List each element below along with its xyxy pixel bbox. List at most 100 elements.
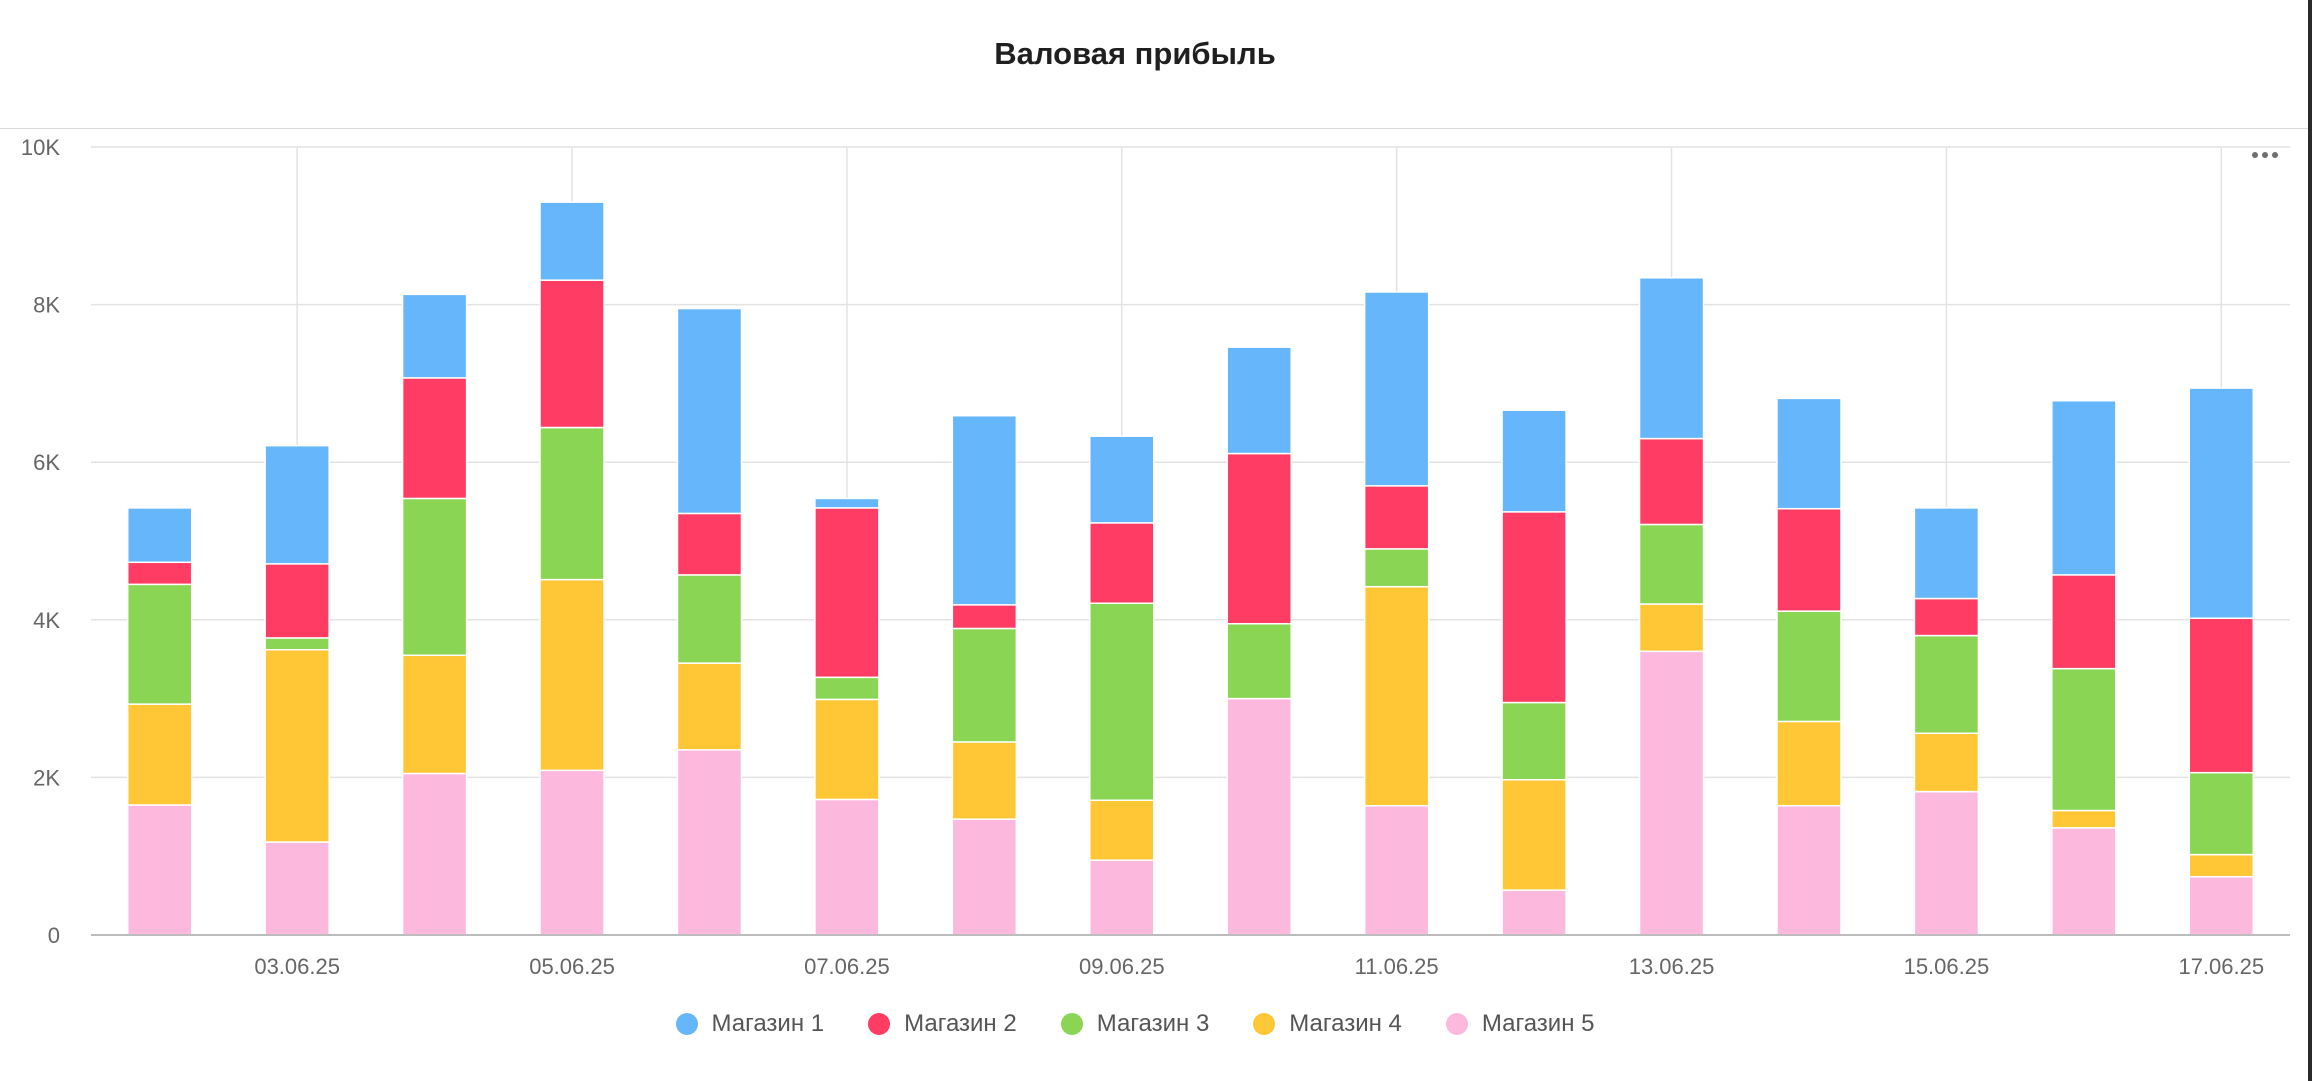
- x-tick-label: 15.06.25: [1904, 954, 1990, 979]
- menu-dot: [2272, 152, 2278, 158]
- bar-segment: [1776, 397, 1842, 510]
- bar-segment: [2051, 574, 2117, 670]
- bar-segment: [539, 201, 605, 281]
- bar-segment: [676, 662, 743, 751]
- bar-segment: [1226, 697, 1292, 936]
- y-tick-label: 8K: [33, 293, 60, 318]
- bar-segment: [814, 798, 880, 936]
- legend-item-store-3[interactable]: Магазин 3: [1060, 1010, 1210, 1038]
- bar-segment: [264, 841, 330, 936]
- bar-segment: [126, 583, 193, 705]
- bar-segment: [1363, 291, 1430, 487]
- legend-item-store-2[interactable]: Магазин 2: [868, 1010, 1017, 1038]
- y-tick-label: 10K: [21, 135, 60, 160]
- bar-segment: [539, 426, 605, 581]
- more-menu-icon[interactable]: [2244, 140, 2286, 170]
- bar-segment: [1913, 507, 1980, 600]
- bar-segment: [2051, 399, 2117, 576]
- legend-swatch: [868, 1013, 891, 1035]
- y-tick-label: 6K: [33, 450, 60, 475]
- bar-segment: [401, 377, 468, 500]
- legend-swatch: [675, 1013, 698, 1035]
- bar-segment: [539, 279, 605, 429]
- bar-segment: [1776, 610, 1842, 723]
- bar-segment: [401, 293, 468, 379]
- bar-segment: [1501, 409, 1567, 513]
- x-tick-label: 17.06.25: [2178, 954, 2264, 979]
- x-tick-label: 05.06.25: [529, 954, 615, 979]
- bar-segment: [401, 772, 468, 936]
- bar-segment: [1226, 452, 1292, 625]
- chart-legend: Магазин 1 Магазин 2 Магазин 3 Магазин 4 …: [0, 1010, 2270, 1038]
- bar-segment: [264, 563, 330, 639]
- bar-segment: [2051, 809, 2117, 829]
- bar-segment: [1913, 597, 1980, 637]
- bar-segment: [2188, 853, 2255, 878]
- bar-segment: [264, 444, 330, 565]
- y-tick-label: 0: [48, 923, 60, 948]
- bar-segment: [814, 507, 880, 679]
- legend-label: Магазин 4: [1289, 1010, 1402, 1037]
- bar-segment: [1913, 790, 1980, 936]
- y-tick-label: 4K: [33, 608, 60, 633]
- bar-segment: [126, 561, 193, 586]
- bar-segment: [951, 741, 1018, 820]
- bar-segment: [1776, 507, 1842, 612]
- legend-swatch: [1253, 1013, 1276, 1035]
- bar-segment: [1501, 701, 1567, 781]
- x-tick-label: 09.06.25: [1079, 954, 1165, 979]
- bar-segment: [1638, 523, 1705, 605]
- bar-segment: [1501, 889, 1567, 936]
- bar-segment: [1226, 622, 1292, 700]
- x-tick-label: 03.06.25: [254, 954, 340, 979]
- legend-label: Магазин 2: [904, 1010, 1017, 1037]
- bar-segment: [126, 804, 193, 936]
- bar-segment: [951, 414, 1018, 606]
- bars: [126, 201, 2255, 936]
- bar-segment: [126, 703, 193, 806]
- y-axis: 0 2K 4K 6K 8K 10K: [21, 135, 60, 948]
- bar-segment: [951, 818, 1018, 936]
- legend-swatch: [1445, 1013, 1468, 1035]
- bar-segment: [539, 578, 605, 772]
- bar-segment: [401, 497, 468, 657]
- legend-item-store-1[interactable]: Магазин 1: [675, 1010, 825, 1038]
- bar-segment: [1089, 602, 1155, 802]
- bar-segment: [814, 497, 880, 509]
- legend-item-store-5[interactable]: Магазин 5: [1445, 1010, 1595, 1038]
- stacked-bar-chart: 0 2K 4K 6K 8K 10K 03.06.25 05.06.25 07.06.25 09.…: [21, 135, 2290, 979]
- bar-segment: [1089, 799, 1155, 861]
- bar-segment: [2188, 617, 2255, 774]
- legend-item-store-4[interactable]: Магазин 4: [1253, 1010, 1402, 1038]
- bar-segment: [1638, 437, 1705, 526]
- chart-title: Валовая прибыль: [994, 36, 1276, 71]
- x-tick-label: 11.06.25: [1355, 954, 1439, 979]
- bar-segment: [1913, 634, 1980, 735]
- menu-dot: [2262, 152, 2268, 158]
- legend-label: Магазин 1: [711, 1010, 825, 1037]
- bar-segment: [264, 637, 330, 651]
- bar-segment: [1638, 650, 1705, 936]
- menu-dot: [2252, 152, 2258, 158]
- y-tick-label: 2K: [33, 765, 60, 790]
- bar-segment: [1501, 779, 1567, 891]
- bar-segment: [1089, 522, 1155, 605]
- bar-segment: [1363, 548, 1430, 588]
- bar-segment: [1776, 805, 1842, 936]
- bar-segment: [1363, 805, 1430, 936]
- bar-segment: [264, 648, 330, 843]
- bar-segment: [814, 676, 880, 701]
- bar-segment: [676, 307, 743, 515]
- x-tick-label: 07.06.25: [804, 954, 890, 979]
- legend-label: Магазин 3: [1096, 1010, 1210, 1037]
- bar-segment: [2051, 827, 2117, 936]
- bar-segment: [1776, 720, 1842, 807]
- bar-segment: [2051, 667, 2117, 812]
- bar-segment: [814, 698, 880, 801]
- bar-segment: [1638, 277, 1705, 440]
- bar-segment: [1363, 485, 1430, 550]
- legend-label: Магазин 5: [1481, 1010, 1595, 1037]
- bar-segment: [126, 507, 193, 564]
- vertical-scrollbar[interactable]: [2308, 0, 2312, 1081]
- bar-segment: [2188, 387, 2255, 619]
